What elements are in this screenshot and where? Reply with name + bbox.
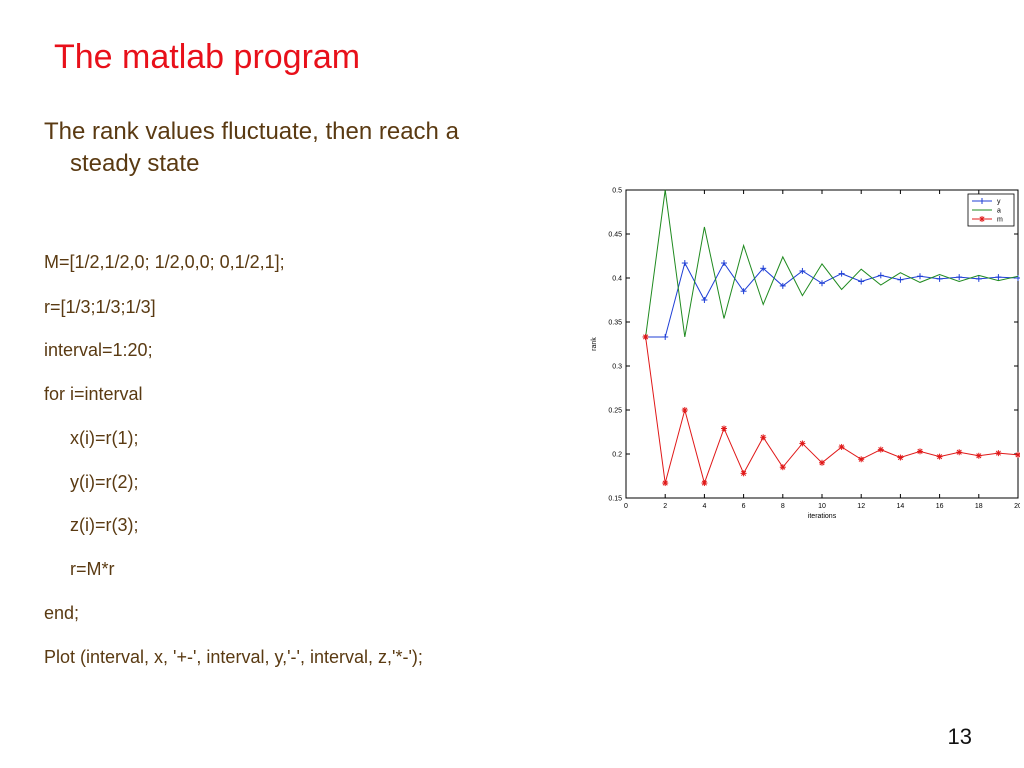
x-tick-label: 2 xyxy=(663,503,667,510)
data-point-m xyxy=(701,480,707,486)
y-tick-label: 0.45 xyxy=(608,232,622,239)
series-line-y xyxy=(645,261,1019,338)
data-point-m xyxy=(760,434,766,440)
x-tick-label: 12 xyxy=(857,503,865,510)
x-tick-label: 10 xyxy=(818,503,826,510)
data-point-m xyxy=(819,460,825,466)
data-point-m xyxy=(799,440,805,446)
data-point-m xyxy=(643,334,649,340)
legend-marker-m xyxy=(979,216,985,222)
data-point-m xyxy=(917,448,923,454)
legend-label-y: y xyxy=(997,199,1001,206)
data-point-m xyxy=(1015,452,1020,458)
y-tick-label: 0.3 xyxy=(612,364,622,371)
page-number: 13 xyxy=(947,724,972,749)
y-axis-label: rank xyxy=(591,337,598,351)
bullet-line-1: The rank values fluctuate, then reach a xyxy=(44,118,459,145)
data-point-m xyxy=(976,453,982,459)
code-line-end: end; xyxy=(44,603,80,623)
code-line-y: y(i)=r(2); xyxy=(70,472,139,492)
legend-label-a: a xyxy=(997,208,1001,215)
bullet-text: The rank values fluctuate, then reach a … xyxy=(44,116,564,180)
y-tick-label: 0.2 xyxy=(612,452,622,459)
rank-chart: 0 2 4 6 8 10 12 14 16 18 20 0.15 0.2 0.25 0.3 0.35 0.4 0.… xyxy=(580,178,1020,528)
rank-chart-svg: 0 2 4 6 8 10 12 14 16 18 20 0.15 0.2 0.25 0.3 0.35 0.4 0.… xyxy=(591,188,1020,520)
data-point-m xyxy=(878,447,884,453)
y-tick-label: 0.5 xyxy=(612,188,622,195)
code-line-for: for i=interval xyxy=(44,384,143,404)
code-line-update: r=M*r xyxy=(70,559,115,579)
series-line-m xyxy=(645,336,1019,485)
slide-title: The matlab program xyxy=(54,38,361,76)
legend-label-m: m xyxy=(997,217,1003,224)
x-tick-label: 20 xyxy=(1014,503,1020,510)
data-point-m xyxy=(995,450,1001,456)
series-line-a xyxy=(645,189,1019,338)
y-tick-label: 0.15 xyxy=(608,496,622,503)
data-point-m xyxy=(662,480,668,486)
code-line-r-init: r=[1/3;1/3;1/3] xyxy=(44,297,156,317)
bullet-line-2: steady state xyxy=(70,150,200,177)
y-tick-label: 0.35 xyxy=(608,320,622,327)
code-line-plot: Plot (interval, x, '+-', interval, y,'-'… xyxy=(44,647,423,667)
x-tick-label: 16 xyxy=(936,503,944,510)
data-point-m xyxy=(839,444,845,450)
y-tick-label: 0.25 xyxy=(608,408,622,415)
code-line-x: x(i)=r(1); xyxy=(70,428,139,448)
data-point-m xyxy=(682,407,688,413)
data-point-m xyxy=(897,454,903,461)
data-point-m xyxy=(721,425,727,432)
data-point-m xyxy=(858,456,864,462)
data-point-m xyxy=(741,470,747,476)
data-point-m xyxy=(780,464,786,470)
y-tick-label: 0.4 xyxy=(612,276,622,283)
data-point-m xyxy=(937,454,943,460)
rank-chart-svg-container: 0 2 4 6 8 10 12 14 16 18 20 0.15 0.2 0.25 0.3 0.35 0.4 0.… xyxy=(580,178,1020,528)
code-line-z: z(i)=r(3); xyxy=(70,515,139,535)
data-point-m xyxy=(956,449,962,455)
x-axis-label: iterations xyxy=(808,513,837,520)
x-tick-label: 14 xyxy=(897,503,905,510)
x-tick-label: 4 xyxy=(702,503,706,510)
code-line-matrix: M=[1/2,1/2,0; 1/2,0,0; 0,1/2,1]; xyxy=(44,252,285,272)
code-line-interval: interval=1:20; xyxy=(44,340,153,360)
x-tick-label: 8 xyxy=(781,503,785,510)
x-tick-label: 18 xyxy=(975,503,983,510)
x-tick-label: 6 xyxy=(742,503,746,510)
x-tick-label: 0 xyxy=(624,503,628,510)
